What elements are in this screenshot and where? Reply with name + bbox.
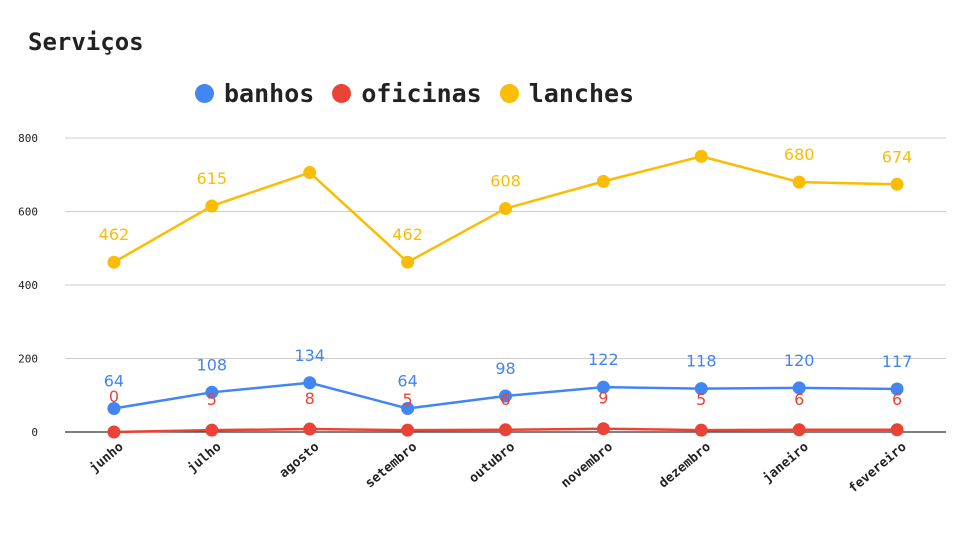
data-point-oficinas — [890, 423, 904, 437]
y-tick-label: 600 — [18, 206, 38, 219]
legend: banhos oficinas lanches — [195, 79, 652, 108]
data-point-lanches — [596, 174, 610, 188]
x-tick-label: junho — [87, 439, 127, 476]
x-tick-label: setembro — [363, 439, 421, 491]
data-point-oficinas — [694, 423, 708, 437]
data-label-banhos: 118 — [686, 352, 717, 371]
data-point-oficinas — [499, 423, 512, 437]
data-label-oficinas: 9 — [598, 389, 608, 408]
data-point-banhos — [694, 382, 708, 396]
y-tick-label: 800 — [18, 132, 38, 145]
data-label-banhos: 122 — [588, 350, 619, 369]
data-point-banhos — [596, 380, 610, 394]
y-tick-label: 400 — [18, 279, 38, 292]
data-label-oficinas: 6 — [892, 390, 902, 409]
data-label-oficinas: 5 — [403, 390, 413, 409]
data-label-oficinas: 5 — [696, 390, 706, 409]
data-point-oficinas — [401, 423, 415, 437]
data-label-oficinas: 5 — [207, 390, 217, 409]
data-point-banhos — [792, 381, 806, 395]
data-label-banhos: 120 — [784, 351, 815, 370]
data-label-banhos: 64 — [104, 371, 124, 390]
y-tick-label: 200 — [18, 353, 38, 366]
data-label-oficinas: 6 — [500, 390, 510, 409]
data-point-lanches — [303, 166, 317, 180]
legend-marker-lanches — [499, 84, 519, 103]
data-label-lanches: 462 — [99, 225, 130, 244]
data-point-oficinas — [596, 422, 610, 436]
data-label-banhos: 117 — [882, 352, 913, 371]
data-point-lanches — [890, 177, 904, 191]
chart-title: Serviços — [28, 28, 144, 56]
y-tick-label: 0 — [31, 426, 38, 439]
x-tick-label: fevereiro — [846, 439, 910, 496]
data-point-oficinas — [792, 423, 806, 437]
data-label-oficinas: 6 — [794, 390, 804, 409]
data-point-lanches — [694, 149, 708, 163]
data-point-lanches — [792, 175, 806, 189]
data-label-lanches: 615 — [197, 169, 228, 188]
data-point-oficinas — [107, 425, 121, 439]
data-point-lanches — [401, 255, 415, 269]
legend-marker-oficinas — [332, 84, 352, 103]
data-label-banhos: 98 — [495, 359, 515, 378]
data-point-banhos — [499, 389, 512, 403]
legend-item-banhos: banhos — [195, 79, 314, 108]
legend-item-lanches: lanches — [499, 79, 635, 108]
data-point-oficinas — [205, 423, 219, 437]
legend-item-oficinas: oficinas — [332, 79, 482, 108]
x-tick-label: outubro — [466, 439, 518, 486]
data-label-banhos: 108 — [197, 355, 228, 374]
data-point-oficinas — [303, 422, 317, 436]
data-point-banhos — [303, 376, 317, 390]
legend-marker-banhos — [195, 84, 214, 103]
data-label-oficinas: 8 — [305, 389, 315, 408]
data-point-lanches — [205, 199, 219, 213]
data-label-oficinas: 0 — [109, 387, 119, 406]
x-tick-label: janeiro — [760, 439, 812, 486]
legend-label-banhos: banhos — [224, 79, 315, 108]
data-label-lanches: 674 — [882, 147, 913, 166]
x-tick-label: dezembro — [656, 439, 714, 491]
legend-label-lanches: lanches — [528, 79, 635, 108]
data-label-lanches: 462 — [392, 225, 423, 244]
x-tick-label: agosto — [277, 439, 323, 481]
data-point-banhos — [401, 401, 415, 415]
x-tick-label: julho — [185, 439, 225, 476]
data-point-banhos — [107, 401, 121, 415]
data-point-banhos — [205, 385, 219, 399]
legend-label-oficinas: oficinas — [361, 79, 482, 108]
data-point-lanches — [107, 255, 121, 269]
data-label-banhos: 134 — [294, 346, 325, 365]
data-point-lanches — [499, 202, 512, 216]
data-point-banhos — [890, 382, 904, 396]
data-label-lanches: 680 — [784, 145, 815, 164]
data-label-lanches: 608 — [490, 172, 521, 191]
x-tick-label: novembro — [558, 439, 616, 491]
data-label-banhos: 64 — [397, 371, 417, 390]
